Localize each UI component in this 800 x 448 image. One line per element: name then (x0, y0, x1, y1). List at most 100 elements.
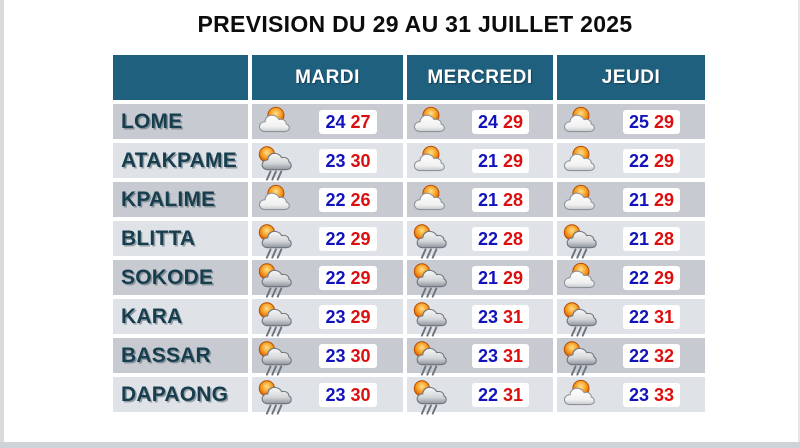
min-temperature: 22 (628, 306, 649, 327)
max-temperature: 32 (654, 345, 675, 366)
min-temperature: 24 (325, 111, 346, 132)
forecast-table: MARDI MERCREDI JEUDI LOME 24 27 24 29 25… (113, 55, 705, 412)
min-temperature: 22 (325, 189, 346, 210)
temperature-chip: 25 29 (622, 109, 681, 134)
max-temperature: 29 (350, 306, 371, 327)
min-temperature: 23 (628, 384, 649, 405)
max-temperature: 29 (503, 111, 524, 132)
partly-cloudy-icon (562, 103, 598, 144)
max-temperature: 29 (503, 267, 524, 288)
max-temperature: 27 (350, 111, 371, 132)
temperature-chip: 22 29 (622, 265, 681, 290)
min-temperature: 21 (477, 150, 498, 171)
min-temperature: 22 (325, 267, 346, 288)
max-temperature: 29 (654, 111, 675, 132)
temperature-chip: 22 29 (319, 265, 377, 290)
forecast-cell: 22 28 (407, 221, 553, 256)
max-temperature: 29 (654, 189, 675, 210)
column-header-jeudi: JEUDI (557, 55, 705, 100)
city-name: BASSAR (121, 343, 211, 367)
partly-cloudy-icon (412, 142, 448, 183)
forecast-cell: 22 29 (557, 260, 705, 295)
forecast-cell: 23 30 (252, 143, 403, 178)
temperature-chip: 22 28 (471, 226, 530, 251)
slide-right-edge (798, 0, 800, 448)
min-temperature: 21 (628, 228, 649, 249)
forecast-cell: 23 30 (252, 338, 403, 373)
min-temperature: 22 (477, 228, 498, 249)
temperature-chip: 22 32 (622, 343, 681, 368)
temperature-chip: 22 31 (622, 304, 681, 329)
slide-bottom-edge (0, 442, 800, 448)
min-temperature: 25 (628, 111, 649, 132)
max-temperature: 30 (350, 384, 371, 405)
max-temperature: 28 (503, 228, 524, 249)
temperature-chip: 24 27 (319, 109, 377, 134)
min-temperature: 21 (477, 267, 498, 288)
forecast-cell: 21 28 (557, 221, 705, 256)
rain-icon (257, 376, 293, 417)
forecast-cell: 21 29 (407, 260, 553, 295)
min-temperature: 22 (628, 345, 649, 366)
temperature-chip: 23 31 (471, 343, 530, 368)
max-temperature: 33 (654, 384, 675, 405)
forecast-cell: 21 28 (407, 182, 553, 217)
forecast-cell: 25 29 (557, 104, 705, 139)
min-temperature: 22 (628, 150, 649, 171)
min-temperature: 23 (325, 345, 346, 366)
temperature-chip: 22 29 (622, 148, 681, 173)
city-label: SOKODE (113, 260, 248, 295)
forecast-cell: 23 31 (407, 338, 553, 373)
max-temperature: 31 (503, 306, 524, 327)
max-temperature: 31 (654, 306, 675, 327)
temperature-chip: 23 33 (622, 382, 681, 407)
temperature-chip: 21 29 (622, 187, 681, 212)
temperature-chip: 22 29 (319, 226, 377, 251)
rain-icon (562, 337, 598, 378)
max-temperature: 29 (350, 228, 371, 249)
forecast-cell: 24 27 (252, 104, 403, 139)
max-temperature: 31 (503, 345, 524, 366)
max-temperature: 29 (503, 150, 524, 171)
max-temperature: 30 (350, 345, 371, 366)
temperature-chip: 21 28 (471, 187, 530, 212)
temperature-chip: 21 28 (622, 226, 681, 251)
forecast-cell: 23 33 (557, 377, 705, 412)
max-temperature: 29 (654, 267, 675, 288)
rain-icon (257, 337, 293, 378)
rain-icon (412, 376, 448, 417)
city-label: LOME (113, 104, 248, 139)
rain-icon (257, 220, 293, 261)
city-name: LOME (121, 109, 183, 133)
min-temperature: 22 (477, 384, 498, 405)
max-temperature: 29 (350, 267, 371, 288)
forecast-cell: 23 29 (252, 299, 403, 334)
forecast-cell: 22 26 (252, 182, 403, 217)
city-label: ATAKPAME (113, 143, 248, 178)
forecast-cell: 22 31 (557, 299, 705, 334)
temperature-chip: 22 26 (319, 187, 377, 212)
column-header-mardi: MARDI (252, 55, 403, 100)
city-name: BLITTA (121, 226, 196, 250)
max-temperature: 28 (503, 189, 524, 210)
forecast-cell: 21 29 (407, 143, 553, 178)
rain-icon (257, 259, 293, 300)
city-label: BLITTA (113, 221, 248, 256)
temperature-chip: 23 31 (471, 304, 530, 329)
rain-icon (412, 337, 448, 378)
forecast-cell: 22 32 (557, 338, 705, 373)
max-temperature: 31 (503, 384, 524, 405)
rain-icon (412, 220, 448, 261)
min-temperature: 23 (325, 306, 346, 327)
city-name: SOKODE (121, 265, 214, 289)
rain-icon (562, 298, 598, 339)
forecast-cell: 22 29 (252, 260, 403, 295)
max-temperature: 28 (654, 228, 675, 249)
city-label: DAPAONG (113, 377, 248, 412)
min-temperature: 23 (477, 306, 498, 327)
city-label: BASSAR (113, 338, 248, 373)
forecast-cell: 24 29 (407, 104, 553, 139)
forecast-cell: 22 31 (407, 377, 553, 412)
city-name: KPALIME (121, 187, 216, 211)
min-temperature: 22 (628, 267, 649, 288)
